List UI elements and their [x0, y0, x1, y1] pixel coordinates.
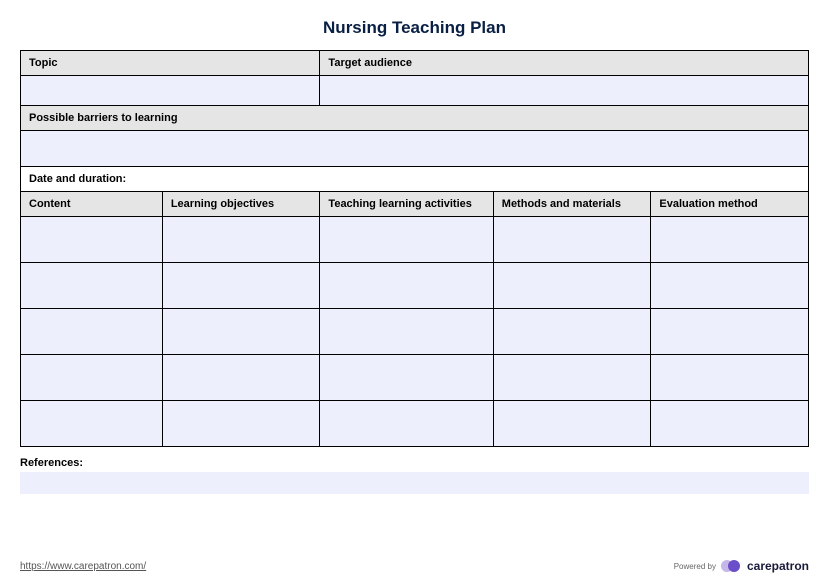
- cell[interactable]: [320, 263, 493, 309]
- teaching-plan-table: Topic Target audience Possible barriers …: [20, 50, 809, 447]
- cell[interactable]: [162, 309, 320, 355]
- cell[interactable]: [21, 355, 163, 401]
- barriers-input[interactable]: [21, 131, 809, 167]
- col-activities: Teaching learning activities: [320, 192, 493, 217]
- footer-url[interactable]: https://www.carepatron.com/: [20, 561, 146, 572]
- cell[interactable]: [493, 309, 651, 355]
- cell[interactable]: [162, 401, 320, 447]
- col-methods: Methods and materials: [493, 192, 651, 217]
- cell[interactable]: [651, 263, 809, 309]
- cell[interactable]: [651, 355, 809, 401]
- col-objectives: Learning objectives: [162, 192, 320, 217]
- date-duration-label: Date and duration:: [21, 167, 809, 192]
- cell[interactable]: [320, 217, 493, 263]
- cell[interactable]: [320, 355, 493, 401]
- powered-by: Powered by carepatron: [674, 559, 809, 573]
- page-title: Nursing Teaching Plan: [20, 18, 809, 38]
- cell[interactable]: [651, 217, 809, 263]
- carepatron-logo-icon: [721, 560, 740, 572]
- topic-input[interactable]: [21, 76, 320, 106]
- cell[interactable]: [651, 309, 809, 355]
- brand-name: carepatron: [747, 559, 809, 573]
- cell[interactable]: [493, 263, 651, 309]
- cell[interactable]: [320, 309, 493, 355]
- cell[interactable]: [493, 217, 651, 263]
- cell[interactable]: [21, 217, 163, 263]
- references-input[interactable]: [20, 472, 809, 494]
- cell[interactable]: [651, 401, 809, 447]
- cell[interactable]: [320, 401, 493, 447]
- col-evaluation: Evaluation method: [651, 192, 809, 217]
- references-label: References:: [20, 457, 809, 469]
- col-content: Content: [21, 192, 163, 217]
- cell[interactable]: [21, 401, 163, 447]
- cell[interactable]: [162, 217, 320, 263]
- topic-header: Topic: [21, 51, 320, 76]
- audience-input[interactable]: [320, 76, 809, 106]
- cell[interactable]: [162, 263, 320, 309]
- powered-by-label: Powered by: [674, 562, 716, 571]
- footer: https://www.carepatron.com/ Powered by c…: [20, 559, 809, 573]
- barriers-header: Possible barriers to learning: [21, 106, 809, 131]
- cell[interactable]: [21, 309, 163, 355]
- cell[interactable]: [493, 401, 651, 447]
- cell[interactable]: [21, 263, 163, 309]
- cell[interactable]: [162, 355, 320, 401]
- cell[interactable]: [493, 355, 651, 401]
- audience-header: Target audience: [320, 51, 809, 76]
